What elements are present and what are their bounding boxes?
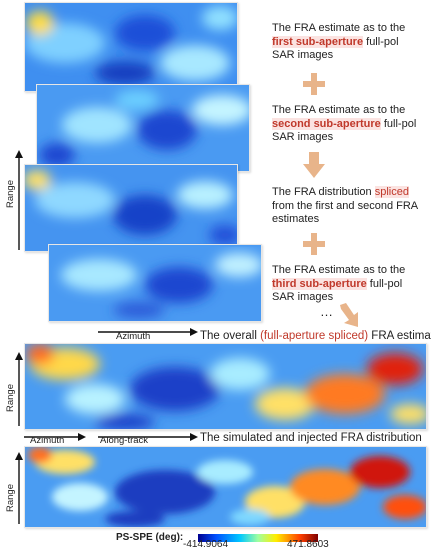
range-axis-arrow-stack	[15, 150, 23, 250]
heatmap-spliced-1-2	[24, 164, 238, 252]
down-arrow-icon	[303, 152, 325, 178]
azimuth-axis-arrow-overall	[24, 428, 86, 441]
caption-overall: The overall (full-aperture spliced) FRA …	[200, 330, 431, 342]
note-highlight-third: third sub-aperture	[272, 277, 367, 290]
azimuth-axis-arrow-stack	[98, 323, 198, 336]
range-label-stack: Range	[5, 180, 16, 208]
heatmap-sub-aperture-2	[36, 84, 250, 172]
note-spliced-distribution: The FRA distribution spliced from the fi…	[272, 186, 418, 225]
heatmap-overall-spliced	[24, 343, 427, 430]
heatmap-sub-aperture-3	[48, 244, 262, 322]
caption-overall-highlight: (full-aperture spliced)	[260, 330, 369, 342]
colorbar	[198, 529, 318, 542]
along-track-label: Along-track	[100, 435, 149, 446]
heatmap-sub-aperture-1	[24, 2, 238, 92]
range-axis-arrow-overall	[15, 352, 23, 426]
note-highlight-second: second sub-aperture	[272, 117, 381, 130]
colorbar-label: PS-SPE (deg):	[116, 532, 184, 543]
azimuth-label-stack: Azimuth	[116, 331, 151, 342]
note-highlight-first: first sub-aperture	[272, 35, 364, 48]
note-highlight-spliced: spliced	[374, 186, 409, 198]
note-second-sub-aperture: The FRA estimate as to the second sub-ap…	[272, 104, 417, 143]
colorbar-max: 471.8603	[287, 539, 329, 550]
note-first-sub-aperture: The FRA estimate as to the first sub-ape…	[272, 22, 406, 61]
caption-simulated: The simulated and injected FRA distribut…	[200, 432, 422, 444]
range-label-simulated: Range	[5, 484, 16, 512]
along-track-axis-arrow	[98, 428, 198, 441]
diagonal-arrow-icon	[338, 303, 360, 327]
range-axis-arrow-simulated	[15, 452, 23, 524]
plus-icon-2	[303, 233, 325, 255]
plus-icon-1	[303, 73, 325, 95]
heatmap-simulated	[24, 446, 427, 528]
ellipsis-text: …	[320, 304, 333, 319]
range-label-overall: Range	[5, 384, 16, 412]
note-third-sub-aperture: The FRA estimate as to the third sub-ape…	[272, 264, 406, 303]
colorbar-min: -414.9064	[183, 539, 229, 550]
azimuth-label-overall: Azimuth	[30, 435, 65, 446]
